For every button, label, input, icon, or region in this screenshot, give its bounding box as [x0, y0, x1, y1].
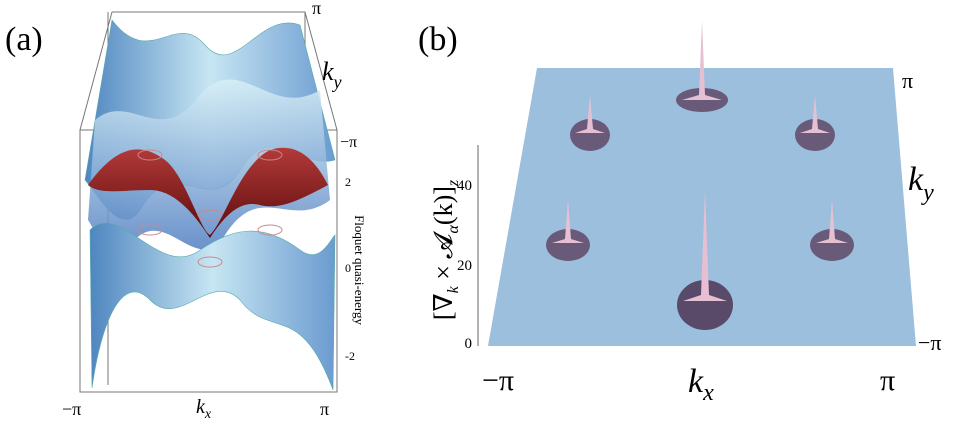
- axis-label: ky: [908, 161, 934, 206]
- tick-label: π: [320, 399, 329, 419]
- axis-label-base: k: [322, 57, 334, 86]
- tick-label: −π: [340, 134, 357, 151]
- axis-label-base: k: [196, 396, 206, 418]
- z-tick: 2: [345, 175, 351, 189]
- middle-band: [88, 79, 330, 254]
- tick-label: π: [312, 0, 321, 18]
- label-part: k: [445, 285, 462, 293]
- tick-label: −π: [482, 364, 514, 397]
- axis-label-sub: x: [204, 407, 212, 422]
- label-part: × 𝓐: [429, 231, 458, 287]
- panel-b: (b) π ky −π [∇k × 𝓐α(k)]z 40 20 0 −π kx …: [418, 20, 942, 406]
- axis-label-sub: y: [921, 180, 934, 206]
- label-part: (k)]: [429, 186, 458, 225]
- lower-band: [89, 222, 336, 391]
- z-tick: -2: [345, 349, 355, 363]
- red-band: [88, 147, 328, 238]
- axis-label-sub: y: [332, 72, 342, 92]
- tick-label: −π: [918, 330, 942, 355]
- peaks: [546, 20, 854, 330]
- label-part: z: [445, 179, 462, 187]
- axis-label-sub: x: [702, 380, 714, 406]
- axis-label: [∇k × 𝓐α(k)]z: [429, 179, 462, 320]
- axis-label: kx: [196, 396, 212, 422]
- z-tick: 0: [345, 261, 351, 275]
- panel-a: (a) π ky −π Floquet quasi-energy 2 0 -2 …: [5, 0, 367, 422]
- z-tick: 20: [457, 258, 472, 274]
- tick-label: π: [902, 68, 913, 93]
- axis-label-base: k: [908, 161, 924, 198]
- axis-label: Floquet quasi-energy: [352, 215, 367, 325]
- z-tick: 0: [465, 336, 473, 352]
- tick-label: −π: [62, 399, 81, 419]
- axis-label: ky: [322, 57, 342, 92]
- tick-label: π: [880, 364, 895, 397]
- axis-label: kx: [688, 363, 714, 406]
- z-tick: 40: [457, 178, 472, 194]
- label-part: [∇: [429, 293, 458, 320]
- panel-label: (b): [418, 21, 458, 58]
- crossings: [137, 149, 283, 268]
- panel-label: (a): [5, 21, 43, 58]
- axis-label-base: k: [688, 363, 704, 400]
- label-part: α: [445, 224, 462, 233]
